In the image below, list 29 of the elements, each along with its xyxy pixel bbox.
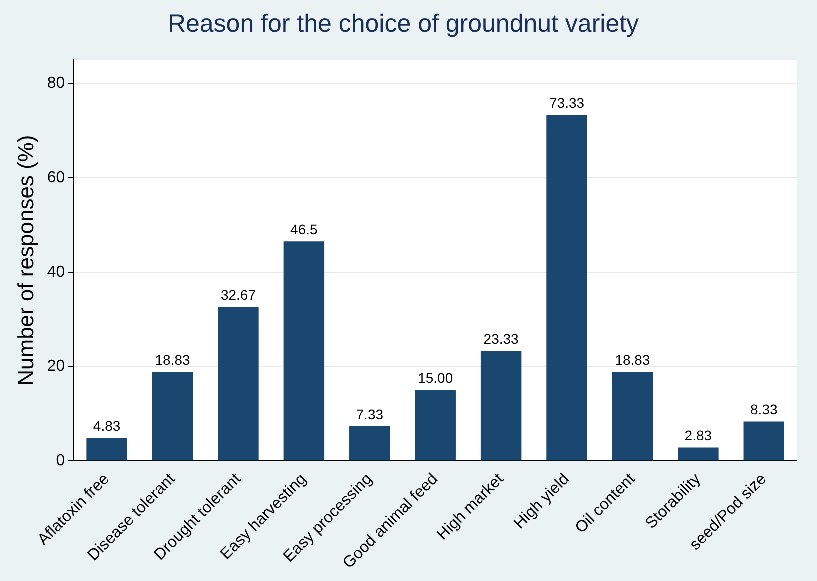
data-label: 23.33 (484, 330, 520, 347)
bar (415, 390, 456, 461)
data-label: 18.83 (155, 352, 190, 368)
bar (218, 306, 259, 461)
y-tick-label: 60 (47, 169, 66, 186)
bar (86, 438, 128, 461)
chart-title: Reason for the choice of groundnut variety (168, 10, 640, 38)
y-tick-label: 40 (47, 264, 66, 281)
bar (678, 448, 719, 461)
data-label: 2.83 (684, 428, 712, 444)
data-label: 18.83 (615, 352, 650, 368)
bar (612, 372, 654, 461)
data-label: 8.33 (750, 402, 778, 418)
y-tick-label: 0 (56, 452, 66, 470)
data-label: 4.83 (93, 418, 121, 434)
data-label: 73.33 (549, 94, 585, 111)
y-tick-label: 80 (47, 75, 66, 92)
data-label: 15.00 (418, 370, 454, 386)
data-label: 46.5 (290, 222, 318, 238)
bar (546, 115, 588, 461)
bar (350, 426, 390, 461)
y-axis-title: Number of responses (%) (13, 135, 38, 386)
data-label: 32.67 (220, 286, 256, 303)
bar (152, 372, 194, 461)
data-label: 7.33 (356, 406, 384, 422)
bar (284, 242, 325, 461)
bar (480, 351, 522, 461)
y-tick-label: 20 (47, 358, 66, 376)
bar (744, 422, 785, 461)
